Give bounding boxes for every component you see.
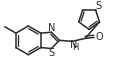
Text: S: S	[95, 1, 102, 11]
Text: S: S	[48, 48, 54, 58]
Text: H: H	[73, 43, 79, 52]
Text: N: N	[48, 23, 55, 33]
Text: O: O	[95, 32, 103, 42]
Text: N: N	[70, 40, 77, 50]
